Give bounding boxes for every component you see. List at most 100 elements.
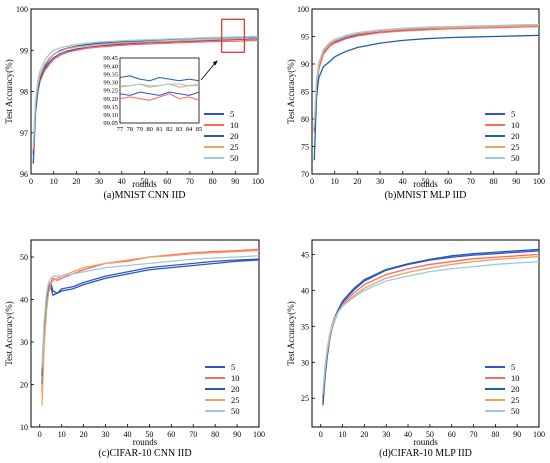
chart-2-x-axis-label: rounds xyxy=(413,179,438,189)
chart-1-x-tick-label: 30 xyxy=(95,177,103,186)
chart-4-x-tick-label: 100 xyxy=(533,430,545,439)
chart-1-inset-x-tick-label: 83 xyxy=(176,126,183,133)
chart-2-x-tick-label: 100 xyxy=(533,177,545,186)
chart-1-inset-y-tick-label: 99.15 xyxy=(103,104,118,111)
chart-1-y-axis-label: Test Accuracy(%) xyxy=(4,59,14,124)
chart-2-x-tick-label: 40 xyxy=(399,177,407,186)
chart-1-legend-label: 20 xyxy=(230,131,239,141)
chart-2-y-tick-label: 75 xyxy=(301,143,309,152)
chart-1-inset-series-line xyxy=(119,93,200,101)
chart-3-y-tick-label: 50 xyxy=(20,253,28,262)
chart-1-inset-x-tick-label: 81 xyxy=(156,126,163,133)
chart-1-x-tick-label: 90 xyxy=(231,177,239,186)
chart-3-x-tick-label: 80 xyxy=(211,430,219,439)
chart-1-inset-series-line xyxy=(120,83,200,87)
chart-2-y-tick-label: 100 xyxy=(297,5,309,14)
chart-3-x-tick-label: 100 xyxy=(253,430,265,439)
chart-3: 0 10 20 30 40 50 60 70 80 90 1001020304050roundsTe… xyxy=(4,239,265,459)
chart-2-series-line xyxy=(313,25,540,133)
chart-2-x-tick-label: 80 xyxy=(490,177,498,186)
chart-1-x-axis-label: rounds xyxy=(132,179,157,189)
chart-4-plot-frame xyxy=(311,239,540,428)
chart-1-inset-y-tick-label: 99.05 xyxy=(103,120,118,127)
chart-1-x-tick-label: 20 xyxy=(72,177,80,186)
chart-3-x-tick-label: 40 xyxy=(123,430,131,439)
chart-1-y-tick-label: 99 xyxy=(20,46,28,55)
chart-4-x-tick-label: 20 xyxy=(360,430,368,439)
chart-4-y-tick-label: 40 xyxy=(301,286,309,295)
chart-3-legend-label: 20 xyxy=(231,384,240,394)
chart-4-x-tick-label: 60 xyxy=(448,430,456,439)
chart-1-legend-box xyxy=(200,109,250,170)
chart-4-legend-label: 5 xyxy=(511,362,515,372)
chart-2-x-tick-label: 60 xyxy=(444,177,452,186)
chart-4-legend-box xyxy=(481,362,531,423)
chart-4-x-axis-label: rounds xyxy=(413,437,438,447)
chart-3-caption: (c)CIFAR-10 CNN IID xyxy=(98,448,191,459)
chart-2-x-tick-label: 10 xyxy=(331,177,339,186)
chart-4-y-tick-label: 45 xyxy=(301,250,309,259)
chart-1-x-tick-label: 70 xyxy=(186,177,194,186)
chart-1-inset-x-tick-label: 84 xyxy=(186,126,193,133)
chart-3-y-tick-label: 20 xyxy=(20,381,28,390)
chart-2-x-tick-label: 70 xyxy=(467,177,475,186)
chart-3-x-tick-label: 30 xyxy=(102,430,110,439)
chart-3-legend-label: 50 xyxy=(231,406,240,416)
chart-1-inset-y-tick-label: 99.30 xyxy=(103,80,118,87)
chart-4-y-axis-label: Test Accuracy(%) xyxy=(286,301,296,366)
chart-2-y-tick-label: 85 xyxy=(301,88,309,97)
chart-2-series-line xyxy=(313,23,540,125)
chart-2-legend-box xyxy=(481,109,531,170)
chart-1-inset-y-tick-label: 99.45 xyxy=(103,55,118,62)
chart-1-inset-y-tick-label: 99.40 xyxy=(103,63,118,70)
chart-4-y-tick-label: 25 xyxy=(301,394,309,403)
chart-2-legend-label: 25 xyxy=(511,142,520,152)
chart-1-inset-series-line xyxy=(119,91,200,96)
chart-4-x-tick-label: 70 xyxy=(470,430,478,439)
chart-3-legend-label: 10 xyxy=(231,373,240,383)
chart-1-zoom-arrowhead xyxy=(212,60,218,66)
chart-4-y-tick-label: 30 xyxy=(301,358,309,367)
chart-2-legend-label: 50 xyxy=(511,153,520,163)
chart-4-x-tick-label: 30 xyxy=(382,430,390,439)
chart-4-caption: (d)CIFAR-10 MLP IID xyxy=(379,448,472,459)
chart-1-y-tick-label: 98 xyxy=(20,88,28,97)
chart-3-x-tick-label: 0 xyxy=(38,430,42,439)
chart-2-x-tick-label: 90 xyxy=(512,177,520,186)
chart-4-legend-label: 25 xyxy=(511,395,520,405)
chart-1-inset-x-tick-label: 77 xyxy=(117,126,124,133)
chart-2-x-tick-label: 20 xyxy=(353,177,361,186)
chart-3-y-tick-label: 10 xyxy=(20,423,28,432)
chart-2: 0 10 20 30 40 50 60 70 80 90 100707580859095100rou… xyxy=(286,5,545,201)
chart-1-legend-label: 5 xyxy=(230,109,234,119)
chart-1-inset-x-tick-label: 78 xyxy=(127,126,134,133)
chart-2-legend-label: 5 xyxy=(511,109,515,119)
chart-2-y-tick-label: 90 xyxy=(301,60,309,69)
chart-1-x-tick-label: 40 xyxy=(118,177,126,186)
chart-4-legend-label: 20 xyxy=(511,384,520,394)
chart-3-series-line xyxy=(41,255,260,368)
chart-2-caption: (b)MNIST MLP IID xyxy=(385,190,467,201)
chart-1-inset-frame xyxy=(119,57,200,124)
chart-3-x-tick-label: 20 xyxy=(80,430,88,439)
chart-4: 0 10 20 30 40 50 60 70 80 90 1002530354045roundsTe… xyxy=(286,239,545,459)
chart-2-x-tick-label: 30 xyxy=(376,177,384,186)
chart-1-caption: (a)MNIST CNN IID xyxy=(103,190,185,201)
chart-3-series-line xyxy=(41,258,260,377)
chart-3-legend-box xyxy=(201,362,251,423)
chart-2-legend-label: 10 xyxy=(511,120,520,130)
chart-2-y-tick-label: 70 xyxy=(301,170,309,179)
chart-1-x-tick-label: 50 xyxy=(141,177,149,186)
chart-1-inset-series-line xyxy=(119,75,200,82)
chart-2-legend-label: 20 xyxy=(511,131,520,141)
chart-1-x-tick-label: 80 xyxy=(209,177,217,186)
chart-1-x-tick-label: 100 xyxy=(252,177,264,186)
chart-1-inset-x-tick-label: 85 xyxy=(196,126,203,133)
chart-1-legend-label: 10 xyxy=(230,120,239,130)
chart-4-x-tick-label: 0 xyxy=(319,430,323,439)
chart-2-x-tick-label: 0 xyxy=(310,177,314,186)
chart-3-x-tick-label: 90 xyxy=(233,430,241,439)
chart-1-legend-label: 25 xyxy=(230,142,239,152)
chart-4-x-tick-label: 50 xyxy=(426,430,434,439)
chart-2-series-line xyxy=(313,34,540,161)
